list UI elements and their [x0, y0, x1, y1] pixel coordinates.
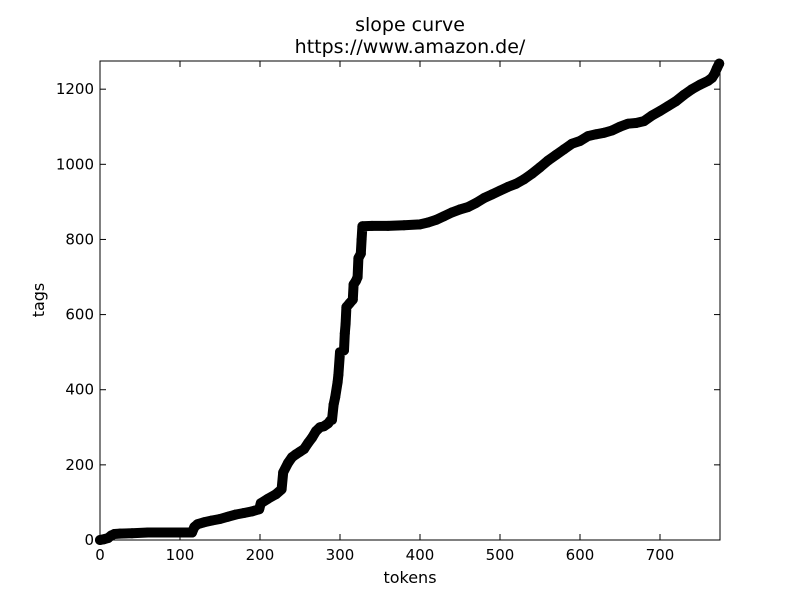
data-point [655, 106, 665, 116]
data-point [263, 493, 273, 504]
chart-subtitle: https://www.amazon.de/ [295, 36, 526, 58]
data-point [487, 189, 497, 200]
data-point [143, 527, 153, 538]
data-point [519, 174, 529, 185]
data-point [479, 193, 489, 204]
data-point [647, 110, 657, 121]
data-point [399, 220, 409, 231]
data-point [207, 515, 217, 526]
plot-frame [99, 60, 721, 541]
data-point [639, 116, 649, 127]
data-point [631, 118, 641, 128]
y-axis-label: tags [29, 283, 48, 318]
x-tick-label: 300 [326, 546, 355, 564]
y-tick-label: 200 [65, 456, 94, 474]
data-point [543, 155, 553, 166]
x-axis-label: tokens [383, 568, 436, 587]
y-tick-label: 800 [65, 230, 94, 248]
data-point [463, 202, 473, 213]
data-point [223, 511, 233, 522]
plot-marks [95, 58, 725, 545]
x-tick-label: 0 [95, 546, 105, 564]
data-point [695, 79, 705, 90]
data-point [575, 136, 585, 146]
data-point [239, 508, 249, 518]
data-point [671, 96, 681, 107]
y-tick-label: 600 [65, 306, 94, 324]
data-point [175, 527, 185, 538]
data-point [255, 498, 266, 509]
data-point [679, 89, 689, 100]
y-tick-label: 0 [84, 531, 94, 549]
data-point [356, 234, 367, 245]
data-point [623, 118, 633, 129]
data-point [115, 528, 125, 539]
data-point [599, 127, 609, 138]
data-point [455, 204, 465, 215]
x-tick-label: 500 [486, 546, 515, 564]
data-point [355, 248, 366, 259]
data-point [551, 149, 561, 160]
x-tick-label: 400 [406, 546, 435, 564]
data-point [328, 399, 339, 410]
data-point [199, 517, 209, 528]
data-point [415, 219, 425, 230]
y-tick-label: 1200 [56, 80, 94, 98]
data-point [447, 207, 457, 218]
data-point [347, 294, 358, 305]
y-axis-ticks: 0 200 400 600 800 1000 1200 [56, 80, 720, 549]
chart-title: slope curve [355, 14, 465, 36]
data-point [278, 467, 289, 478]
data-point [159, 527, 169, 538]
data-point [535, 162, 545, 173]
data-point [471, 198, 481, 208]
data-point [495, 185, 505, 196]
y-tick-label: 400 [65, 381, 94, 399]
data-point [567, 138, 577, 149]
y-tick-label: 1000 [56, 155, 94, 173]
data-point [439, 211, 449, 222]
data-point [607, 125, 617, 136]
data-point [333, 369, 344, 380]
data-point [330, 392, 341, 403]
data-point [327, 414, 337, 425]
data-point [352, 272, 363, 282]
data-point [383, 220, 393, 231]
data-point [357, 221, 368, 232]
data-point [503, 181, 513, 192]
data-point [559, 144, 569, 155]
data-point [231, 509, 241, 520]
data-point [127, 528, 137, 539]
x-tick-label: 600 [566, 546, 595, 564]
data-point [367, 220, 377, 231]
data-point [583, 131, 593, 142]
data-point [591, 129, 601, 140]
data-point [215, 514, 225, 524]
x-tick-label: 700 [646, 546, 675, 564]
data-point [615, 121, 625, 132]
data-point [276, 484, 287, 495]
data-point [340, 319, 351, 329]
data-point [687, 84, 697, 95]
x-axis-ticks: 0 100 200 300 400 500 600 700 [95, 61, 674, 564]
data-point [332, 377, 343, 388]
data-point [339, 345, 349, 356]
x-tick-label: 100 [166, 546, 195, 564]
data-point [339, 328, 350, 339]
x-tick-label: 200 [246, 546, 275, 564]
data-point [511, 178, 521, 189]
data-point [431, 214, 441, 225]
data-point [423, 217, 433, 228]
data-point [527, 168, 537, 179]
data-point [663, 101, 673, 112]
data-point [714, 58, 725, 69]
